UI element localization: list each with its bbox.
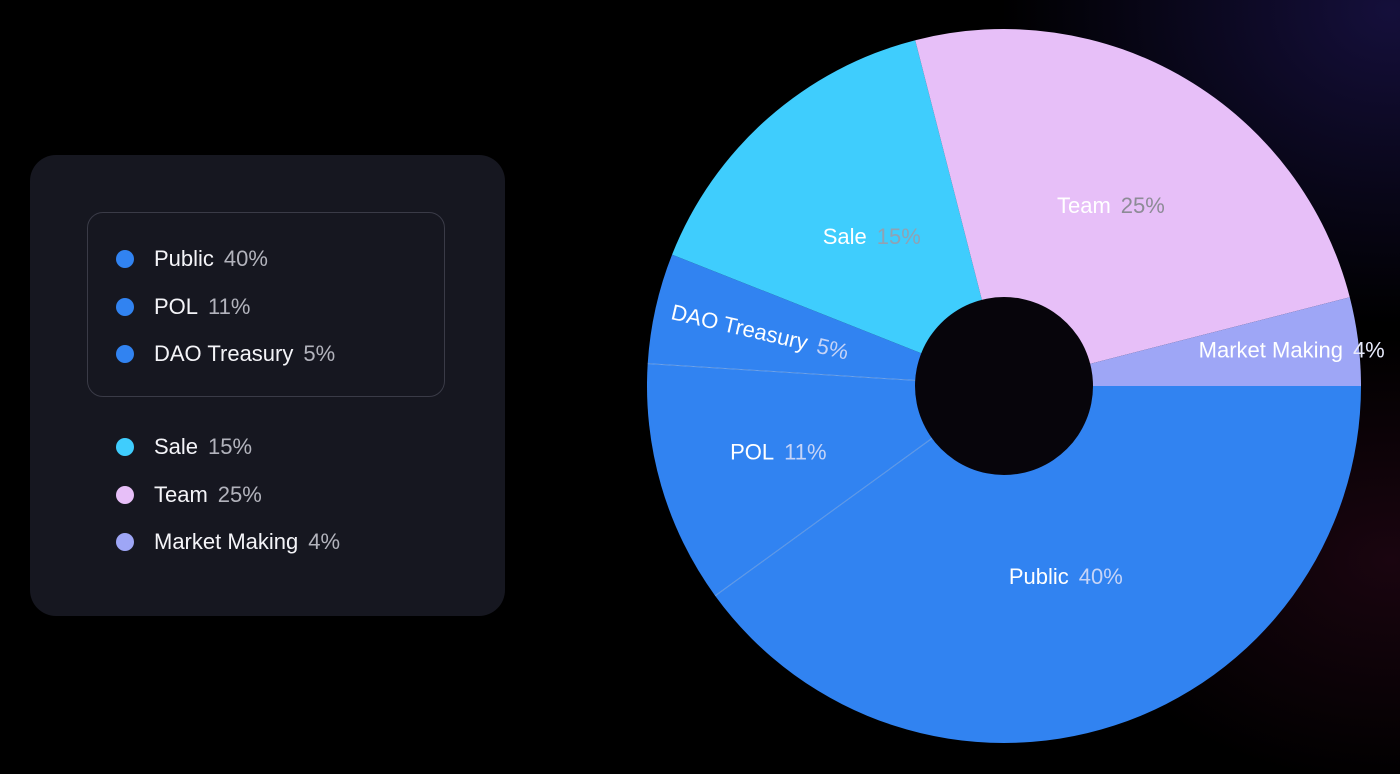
legend-panel: Public 40% POL 11% DAO Treasury 5% Sale … (30, 155, 505, 616)
legend-value: 4% (308, 529, 341, 554)
donut-hole (915, 297, 1093, 475)
legend-swatch-public (116, 250, 134, 268)
slice-label-name: Market Making (1199, 337, 1343, 362)
legend-swatch-dao-treasury (116, 345, 134, 363)
legend-item-market-making: Market Making 4% (116, 528, 340, 556)
slice-label-name: POL (730, 439, 774, 464)
legend-item-team: Team 25% (116, 481, 262, 509)
slice-label-value: 40% (1079, 564, 1123, 589)
slice-label-public: Public 40% (1009, 564, 1123, 589)
slice-label-sale: Sale 15% (823, 223, 921, 248)
legend-label: Public (154, 246, 214, 271)
slice-label-market-making: Market Making 4% (1199, 337, 1385, 362)
slice-label-value: 15% (877, 223, 921, 248)
slice-group (646, 29, 1362, 744)
slice-pol (646, 363, 1004, 596)
legend-item-public: Public 40% (116, 245, 268, 273)
legend-label: Sale (154, 434, 199, 459)
legend-value: 25% (217, 482, 262, 507)
slice-label-value: 4% (1353, 337, 1385, 362)
divider-group (647, 363, 933, 597)
slice-sale (672, 40, 1004, 386)
slice-team (915, 29, 1350, 387)
slice-label-value: 11% (784, 439, 826, 464)
legend-swatch-sale (116, 438, 134, 456)
slice-label-pol: POL 11% (730, 439, 826, 464)
legend-swatch-team (116, 486, 134, 504)
legend-label: DAO Treasury (154, 341, 294, 366)
legend-value: 11% (208, 294, 251, 319)
legend-item-dao-treasury: DAO Treasury 5% (116, 340, 335, 368)
legend-group-highlight (87, 212, 445, 397)
legend-swatch-pol (116, 298, 134, 316)
legend-label: POL (154, 294, 199, 319)
legend-value: 5% (303, 341, 336, 366)
slice-market-making (1004, 297, 1361, 386)
slice-label-team: Team 25% (1057, 193, 1165, 218)
legend-item-pol: POL 11% (116, 293, 250, 321)
legend-label: Market Making (154, 529, 299, 554)
slice-dao-treasury (647, 254, 1004, 386)
slice-divider (647, 363, 916, 381)
legend-item-sale: Sale 15% (116, 433, 252, 461)
legend-label: Team (154, 482, 208, 507)
legend-value: 15% (208, 434, 253, 459)
slice-label-name: Public (1009, 564, 1069, 589)
slice-public (715, 386, 1362, 744)
slice-label-value: 25% (1121, 193, 1165, 218)
slice-label-name: Team (1057, 193, 1111, 218)
legend-swatch-market-making (116, 533, 134, 551)
slice-divider (714, 437, 933, 597)
legend-value: 40% (223, 246, 268, 271)
slice-label-name: Sale (823, 223, 867, 248)
